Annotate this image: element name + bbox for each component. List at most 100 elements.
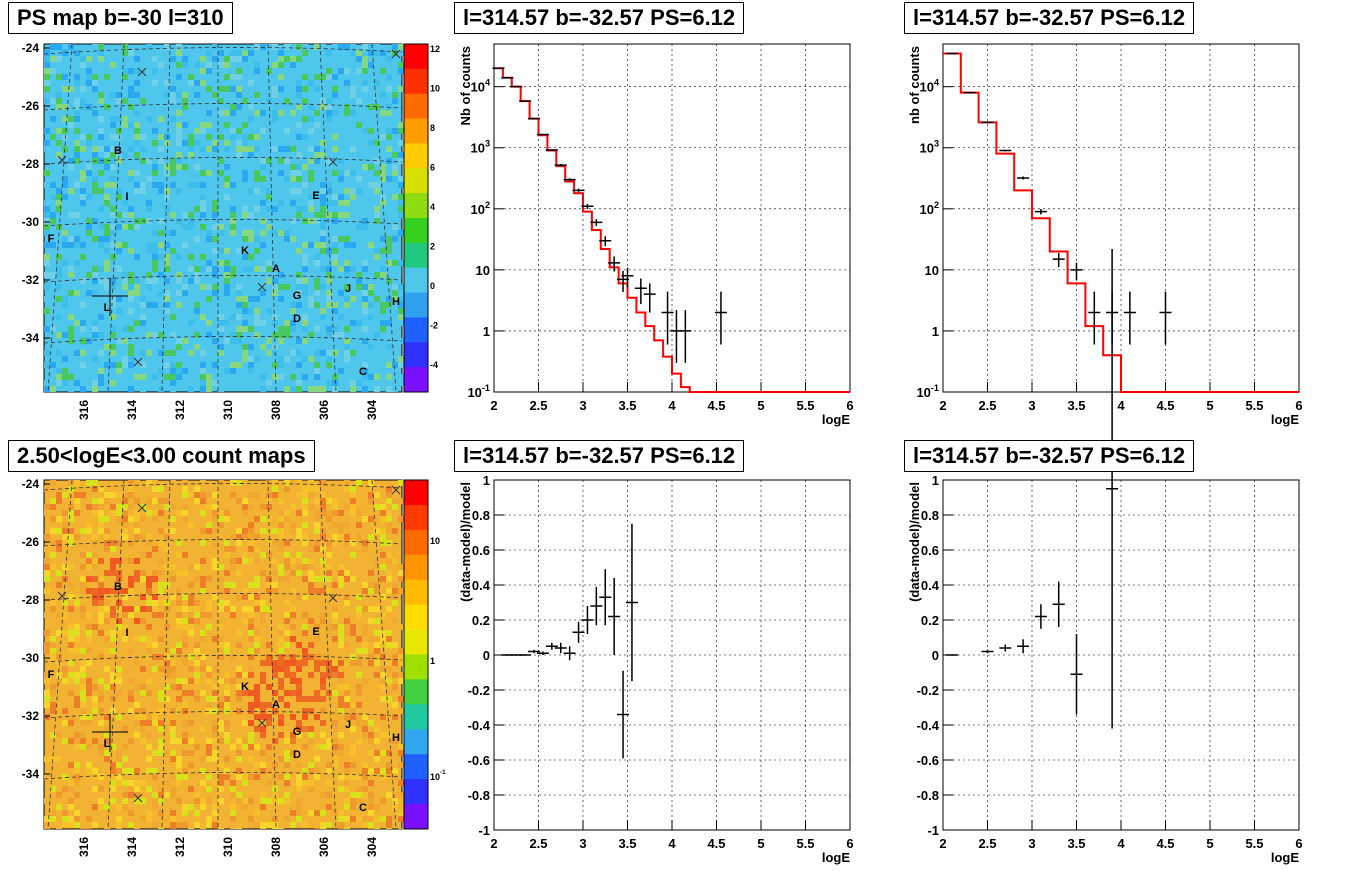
- map-pixel: [362, 362, 368, 368]
- map-pixel: [254, 744, 260, 750]
- map-pixel: [44, 200, 50, 206]
- map-pixel: [380, 194, 386, 200]
- map-pixel: [332, 744, 338, 750]
- map-pixel: [146, 594, 152, 600]
- map-pixel: [176, 164, 182, 170]
- map-pixel: [128, 504, 134, 510]
- map-pixel: [218, 768, 224, 774]
- map-pixel: [392, 128, 398, 134]
- map-pixel: [380, 308, 386, 314]
- map-pixel: [170, 528, 176, 534]
- map-pixel: [182, 552, 188, 558]
- map-pixel: [380, 368, 386, 374]
- data-point: [563, 646, 576, 661]
- map-pixel: [206, 50, 212, 56]
- map-pixel: [62, 528, 68, 534]
- map-pixel: [158, 720, 164, 726]
- map-pixel: [314, 522, 320, 528]
- map-pixel: [350, 774, 356, 780]
- map-pixel: [260, 110, 266, 116]
- map-pixel: [338, 702, 344, 708]
- map-pixel: [176, 510, 182, 516]
- map-pixel: [116, 804, 122, 810]
- map-pixel: [146, 690, 152, 696]
- b-tick-label: -32: [22, 709, 40, 723]
- map-pixel: [92, 750, 98, 756]
- map-pixel: [212, 314, 218, 320]
- map-pixel: [290, 504, 296, 510]
- map-pixel: [374, 176, 380, 182]
- map-pixel: [308, 504, 314, 510]
- longitude-line: [267, 479, 277, 830]
- map-pixel: [356, 816, 362, 822]
- map-pixel: [110, 116, 116, 122]
- map-pixel: [284, 266, 290, 272]
- map-pixel: [98, 516, 104, 522]
- map-pixel: [104, 350, 110, 356]
- map-pixel: [206, 750, 212, 756]
- map-pixel: [362, 68, 368, 74]
- map-pixel: [134, 684, 140, 690]
- map-pixel: [98, 486, 104, 492]
- map-pixel: [350, 780, 356, 786]
- map-pixel: [104, 266, 110, 272]
- map-pixel: [158, 368, 164, 374]
- map-pixel: [44, 212, 50, 218]
- map-pixel: [380, 176, 386, 182]
- map-pixel: [116, 672, 122, 678]
- map-pixel: [254, 188, 260, 194]
- map-pixel: [398, 200, 404, 206]
- map-pixel: [104, 104, 110, 110]
- map-pixel: [284, 780, 290, 786]
- data-point: [1123, 291, 1136, 345]
- map-pixel: [374, 386, 380, 392]
- map-pixel: [188, 224, 194, 230]
- map-pixel: [50, 362, 56, 368]
- map-pixel: [338, 122, 344, 128]
- map-pixel: [350, 242, 356, 248]
- map-pixel: [398, 62, 404, 68]
- map-pixel: [98, 504, 104, 510]
- map-pixel: [332, 308, 338, 314]
- map-pixel: [170, 224, 176, 230]
- map-pixel: [128, 212, 134, 218]
- map-pixel: [74, 732, 80, 738]
- map-pixel: [182, 224, 188, 230]
- map-pixel: [320, 308, 326, 314]
- map-pixel: [182, 86, 188, 92]
- y-tick-label: -0.6: [468, 753, 490, 768]
- map-pixel: [242, 254, 248, 260]
- palette-swatch: [404, 480, 428, 506]
- map-pixel: [224, 290, 230, 296]
- map-pixel: [350, 266, 356, 272]
- map-pixel: [260, 326, 266, 332]
- map-pixel: [170, 164, 176, 170]
- map-pixel: [338, 176, 344, 182]
- palette-frame: [403, 43, 429, 393]
- map-pixel: [374, 320, 380, 326]
- map-pixel: [218, 248, 224, 254]
- map-pixel: [80, 350, 86, 356]
- map-pixel: [284, 332, 290, 338]
- map-pixel: [80, 104, 86, 110]
- map-pixel: [200, 492, 206, 498]
- map-pixel: [44, 774, 50, 780]
- map-pixel: [290, 164, 296, 170]
- map-pixel: [50, 140, 56, 146]
- map-pixel: [398, 314, 404, 320]
- map-pixel: [296, 272, 302, 278]
- map-pixel: [218, 798, 224, 804]
- map-pixel: [272, 666, 278, 672]
- map-pixel: [56, 128, 62, 134]
- source-marker: [133, 793, 143, 803]
- map-pixel: [272, 816, 278, 822]
- title-res-right: l=314.57 b=-32.57 PS=6.12: [904, 440, 1195, 472]
- map-pixel: [110, 762, 116, 768]
- map-pixel: [392, 588, 398, 594]
- map-pixel: [176, 128, 182, 134]
- map-pixel: [338, 708, 344, 714]
- map-pixel: [80, 86, 86, 92]
- map-pixel: [74, 696, 80, 702]
- map-pixel: [272, 86, 278, 92]
- map-pixel: [44, 828, 50, 829]
